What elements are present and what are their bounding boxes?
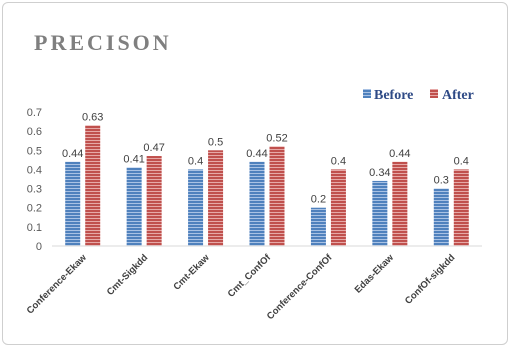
x-tick-label: Conference-ConfOf xyxy=(265,252,335,322)
legend-swatch-after xyxy=(430,89,438,98)
data-label: 0.52 xyxy=(266,132,287,144)
legend-swatch-before xyxy=(363,89,371,98)
bar-after xyxy=(85,125,101,246)
bar-after xyxy=(392,161,408,246)
x-tick-label: Edas-Ekaw xyxy=(353,252,397,296)
bar-before xyxy=(65,161,81,246)
bar-before xyxy=(433,188,449,246)
bar-before xyxy=(372,180,388,246)
x-tick-label: Conference-Ekaw xyxy=(25,252,90,317)
bar-before xyxy=(188,169,204,246)
x-tick-label: Cmt-Sigkdd xyxy=(105,252,151,298)
y-axis: 0 0.1 0.2 0.3 0.4 0.5 0.6 0.7 xyxy=(27,107,42,253)
y-tick-label: 0 xyxy=(36,241,42,253)
bar-after xyxy=(453,169,469,246)
data-label: 0.41 xyxy=(123,154,144,166)
y-tick-label: 0.1 xyxy=(27,222,42,234)
data-label: 0.34 xyxy=(369,167,390,179)
y-tick-label: 0.4 xyxy=(27,164,42,176)
data-label: 0.2 xyxy=(311,194,326,206)
data-label: 0.44 xyxy=(389,148,410,160)
bar-before xyxy=(249,161,265,246)
bar-after xyxy=(208,150,224,246)
legend-label-after: After xyxy=(442,88,474,103)
data-label: 0.44 xyxy=(62,148,83,160)
data-label: 0.44 xyxy=(246,148,267,160)
bar-after xyxy=(330,169,346,246)
data-label: 0.4 xyxy=(454,155,469,167)
legend-label-before: Before xyxy=(374,88,413,103)
y-tick-label: 0.6 xyxy=(27,126,42,138)
y-tick-label: 0.2 xyxy=(27,203,42,215)
data-label: 0.4 xyxy=(188,155,203,167)
x-tick-label: Cmt-Ekaw xyxy=(171,252,212,293)
bar-after xyxy=(146,156,162,246)
data-label: 0.63 xyxy=(82,111,103,123)
data-label: 0.3 xyxy=(434,175,449,187)
x-tick-label: Cmt_ConfOf xyxy=(226,252,274,300)
data-label: 0.47 xyxy=(143,142,164,154)
y-tick-label: 0.3 xyxy=(27,184,42,196)
y-tick-label: 0.5 xyxy=(27,145,42,157)
bars xyxy=(65,125,469,246)
data-labels: 0.44 0.63 0.410.47 0.4 0.5 0.44 0.52 0.2 0.4 0.34… xyxy=(62,111,469,205)
x-axis: Conference-Ekaw Cmt-Sigkdd Cmt-Ekaw Cmt_Con… xyxy=(25,245,482,322)
bar-before xyxy=(310,207,326,246)
chart-title: PRECISON xyxy=(34,30,172,55)
x-tick-label: ConfOf-sigkdd xyxy=(403,252,458,307)
data-label: 0.4 xyxy=(331,155,346,167)
data-label: 0.5 xyxy=(208,136,223,148)
bar-after xyxy=(269,146,285,246)
y-tick-label: 0.7 xyxy=(27,107,42,119)
legend: Before After xyxy=(363,88,474,103)
bar-before xyxy=(126,167,142,246)
